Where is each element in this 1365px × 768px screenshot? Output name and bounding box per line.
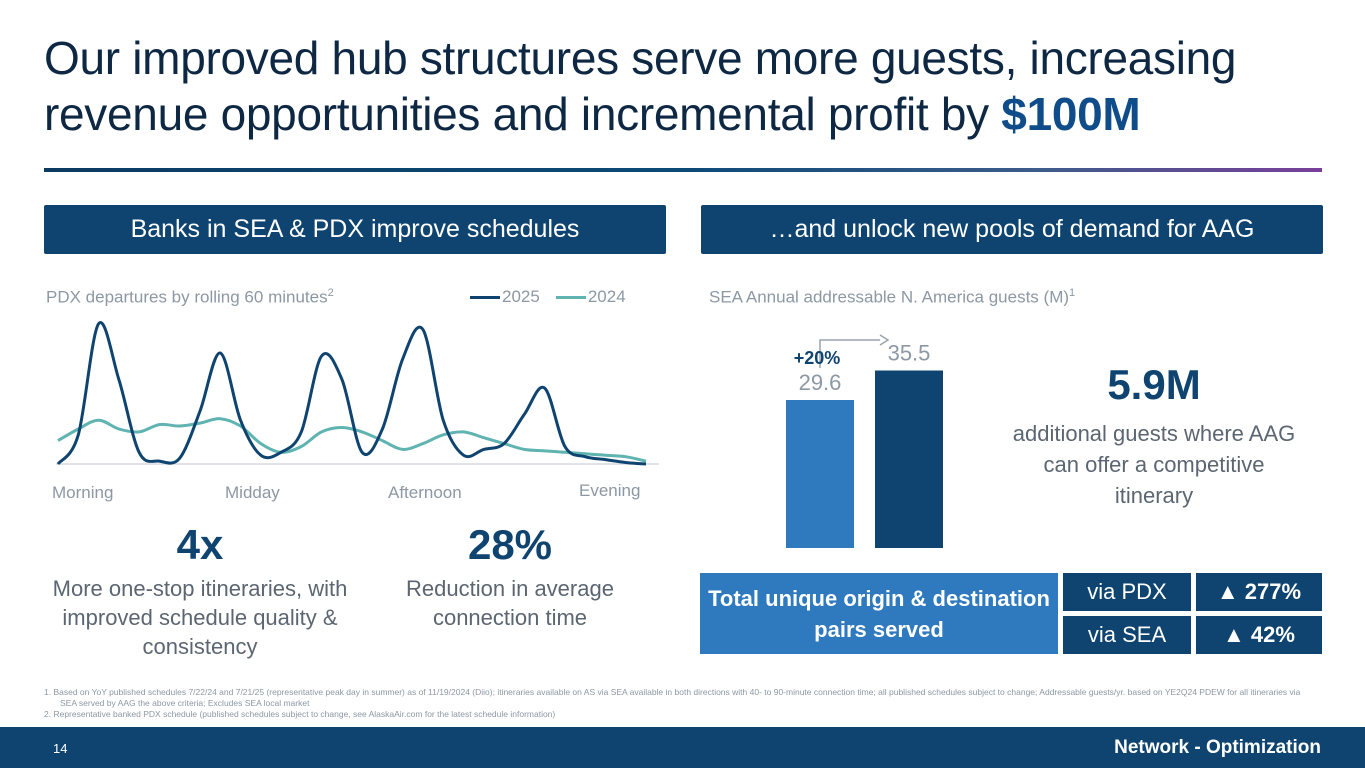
stat-itineraries: 4x More one-stop itineraries, with impro… bbox=[50, 522, 350, 661]
growth-bracket bbox=[819, 339, 880, 368]
stat-connection-time: 28% Reduction in average connection time bbox=[380, 522, 640, 632]
bar-2 bbox=[875, 370, 943, 548]
left-banner: Banks in SEA & PDX improve schedules bbox=[44, 205, 666, 254]
bar-label-1: 29.6 bbox=[799, 370, 842, 395]
legend-label-2025: 2025 bbox=[502, 287, 540, 306]
axis-label-evening: Evening bbox=[579, 481, 641, 500]
guests-desc: additional guests where AAG can offer a … bbox=[1012, 421, 1296, 508]
legend-label-2024: 2024 bbox=[587, 287, 626, 306]
right-banner: …and unlock new pools of demand for AAG bbox=[701, 205, 1323, 254]
legend-swatch-2025 bbox=[470, 295, 500, 299]
page-footer: 14 Network - Optimization bbox=[0, 727, 1365, 768]
series-line-2025 bbox=[56, 321, 647, 466]
left-chart-footnote-ref: 2 bbox=[327, 287, 334, 299]
od-row-sea-value: ▲ 42% bbox=[1196, 616, 1322, 654]
bar-label-2: 35.5 bbox=[888, 341, 931, 366]
line-chart-legend: 2025 2024 bbox=[470, 287, 642, 307]
legend-swatch-2024 bbox=[555, 295, 586, 299]
axis-label-afternoon: Afternoon bbox=[388, 483, 462, 502]
guests-value: 5.9M bbox=[1107, 361, 1201, 408]
guests-stat: 5.9M additional guests where AAG can off… bbox=[1010, 362, 1298, 511]
axis-label-morning: Morning bbox=[52, 483, 114, 502]
bar-1 bbox=[786, 400, 854, 548]
title-divider bbox=[44, 168, 1322, 172]
od-row-sea-label: via SEA bbox=[1063, 616, 1191, 654]
growth-label: +20% bbox=[794, 348, 841, 368]
title-highlight: $100M bbox=[1001, 88, 1141, 140]
footnote-2: 2. Representative banked PDX schedule (p… bbox=[44, 709, 556, 719]
left-chart-title: PDX departures by rolling 60 minutes2 bbox=[46, 287, 334, 308]
growth-arrow-head bbox=[879, 334, 890, 346]
legend-item-2025: 2025 bbox=[470, 287, 540, 307]
series-line-2024 bbox=[57, 417, 647, 463]
footnote-1: 1. Based on YoY published schedules 7/22… bbox=[44, 687, 1301, 708]
right-chart-title-text: SEA Annual addressable N. America guests… bbox=[709, 287, 1070, 307]
section-label: Network - Optimization bbox=[1114, 737, 1321, 758]
stat-itineraries-desc: More one-stop itineraries, with improved… bbox=[52, 576, 348, 659]
stat-itineraries-value: 4x bbox=[176, 521, 224, 568]
od-row-pdx-value: ▲ 277% bbox=[1196, 573, 1322, 611]
right-chart-footnote-ref: 1 bbox=[1069, 287, 1076, 299]
legend-item-2024: 2024 bbox=[555, 287, 626, 307]
departures-line-chart bbox=[56, 321, 659, 466]
guests-bar-chart: +20% 29.6 35.5 bbox=[786, 334, 943, 548]
axis-label-midday: Midday bbox=[225, 483, 280, 502]
od-pairs-label: Total unique origin & destination pairs … bbox=[700, 573, 1058, 654]
stat-connection-value: 28% bbox=[467, 521, 553, 568]
od-row-pdx-label: via PDX bbox=[1063, 573, 1191, 611]
right-chart-title: SEA Annual addressable N. America guests… bbox=[709, 287, 1075, 308]
title-text: Our improved hub structures serve more g… bbox=[44, 32, 1237, 140]
footnotes: 1. Based on YoY published schedules 7/22… bbox=[44, 687, 1314, 720]
left-chart-title-text: PDX departures by rolling 60 minutes bbox=[46, 287, 328, 307]
page-number: 14 bbox=[53, 741, 68, 756]
stat-connection-desc: Reduction in average connection time bbox=[406, 576, 614, 630]
page-title: Our improved hub structures serve more g… bbox=[44, 30, 1334, 142]
